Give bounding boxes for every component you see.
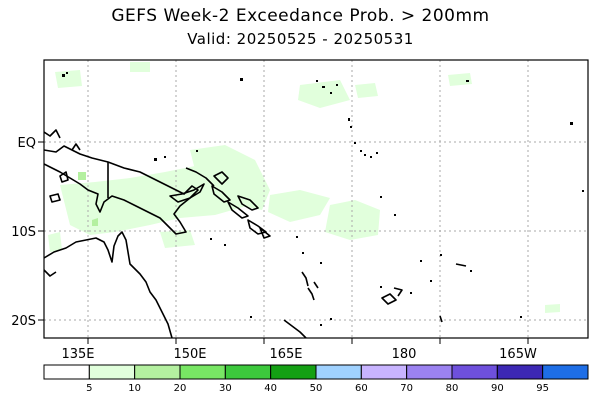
colorbar-label: 80 — [446, 383, 459, 394]
coast-new-caledonia — [283, 319, 307, 338]
coastlines — [44, 129, 467, 338]
colorbar-swatch — [360, 364, 408, 380]
shade-south-patch — [545, 304, 560, 313]
colorbar-swatch — [270, 364, 317, 380]
colorbar-swatch — [496, 364, 544, 380]
lon-label-135e: 135E — [61, 347, 94, 362]
colorbar-label: 30 — [219, 383, 232, 394]
small-islands — [62, 72, 584, 326]
colorbar-swatch — [406, 364, 453, 380]
coast-solomons — [211, 185, 231, 203]
probability-shading — [48, 62, 560, 313]
shade-solomon-region — [190, 145, 270, 210]
map-title: GEFS Week-2 Exceedance Prob. > 200mm — [111, 6, 490, 26]
colorbar-label: 90 — [491, 383, 504, 394]
colorbar-swatch — [224, 364, 272, 380]
shade-north-5 — [130, 62, 150, 72]
probability-shading-dark — [78, 172, 98, 226]
lon-label-180: 180 — [392, 347, 417, 362]
colorbar-label: 70 — [400, 383, 413, 394]
shade-sw-patch — [160, 230, 195, 248]
colorbar-label: 20 — [174, 383, 187, 394]
coast-fiji — [381, 293, 397, 305]
colorbar-swatch — [315, 364, 362, 380]
lat-label-20s: 20S — [11, 314, 36, 329]
coast-new-britain — [169, 183, 205, 203]
lat-label-10s: 10S — [11, 225, 36, 240]
map-subtitle: Valid: 20250525 - 20250531 — [187, 30, 414, 48]
shade-left-patch — [48, 232, 62, 252]
colorbar-label: 5 — [86, 383, 92, 394]
colorbar — [43, 364, 589, 380]
colorbar-swatch — [451, 364, 498, 380]
colorbar-labels: 5 10 20 30 40 50 60 70 80 90 95 — [86, 383, 549, 394]
colorbar-label: 10 — [128, 383, 141, 394]
colorbar-label: 95 — [536, 383, 549, 394]
shade-north-3 — [355, 83, 378, 98]
colorbar-label: 60 — [355, 383, 368, 394]
colorbar-label: 50 — [310, 383, 323, 394]
colorbar-swatch — [134, 364, 181, 380]
lon-label-165w: 165W — [499, 347, 537, 362]
shade-north-1 — [55, 70, 82, 88]
shade-mid-strip — [268, 190, 330, 222]
plot-frame — [43, 59, 589, 339]
shade-north-4 — [448, 73, 472, 86]
lat-label-eq: EQ — [18, 136, 36, 151]
colorbar-swatch — [88, 364, 136, 380]
shade-north-2 — [298, 80, 350, 108]
coast-australia — [44, 231, 173, 338]
colorbar-label: 40 — [264, 383, 277, 394]
colorbar-swatch — [542, 364, 589, 380]
lon-label-150e: 150E — [173, 347, 206, 362]
colorbar-swatch — [179, 364, 226, 380]
gridlines — [44, 60, 588, 338]
lon-label-165e: 165E — [269, 347, 302, 362]
colorbar-swatch — [43, 364, 90, 380]
